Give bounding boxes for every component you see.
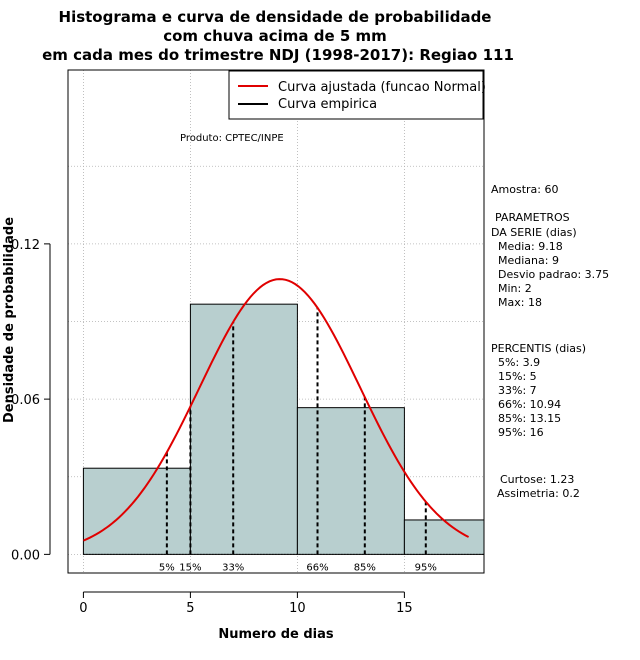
stat-percentil: 66%: 10.94 [498,398,561,411]
stat-param: Min: 2 [498,282,532,295]
chart-title-line-2: com chuva acima de 5 mm [163,27,387,45]
plot-border [67,69,485,574]
percentile-label: 85% [354,562,376,573]
stat-percentil: 33%: 7 [498,384,537,397]
source-note: Produto: CPTEC/INPE [180,133,284,144]
legend: Curva ajustada (funcao Normal) Curva emp… [228,70,486,120]
chart-title-line-1: Histograma e curva de densidade de proba… [59,8,492,26]
fitted-normal-curve [83,278,470,542]
x-tick-label: 0 [79,601,87,616]
histogram-bar [296,407,405,555]
stat-param: Mediana: 9 [498,254,559,267]
y-axis-label: Densidade de probabilidade [2,217,17,423]
histogram-bar [82,467,191,555]
y-tick-label: 0.12 [11,238,40,253]
stat-percentil: 15%: 5 [498,370,537,383]
stat-params-header-2: DA SERIE (dias) [491,226,577,239]
stat-percentil: 5%: 3.9 [498,356,540,369]
legend-fitted-label: Curva ajustada (funcao Normal) [278,80,486,95]
x-axis-label: Numero de dias [218,627,334,642]
chart-title-line-3: em cada mes do trimestre NDJ (1998-2017)… [42,46,514,64]
legend-box [228,70,484,120]
stat-param: Media: 9.18 [498,240,563,253]
axes: 0 5 10 15 0.00 0.06 0.12 [11,238,413,616]
percentile-label: 15% [179,562,201,573]
percentile-label: 33% [222,562,244,573]
percentile-label: 66% [306,562,328,573]
histogram-bars [82,303,485,555]
x-tick-label: 15 [396,601,413,616]
stat-param: Max: 18 [498,296,542,309]
x-tick-label: 5 [186,601,194,616]
percentile-label: 5% [159,562,175,573]
stat-percentil: 85%: 13.15 [498,412,561,425]
fitted-curve [83,278,470,542]
stat-params-header-1: PARAMETROS [495,211,570,224]
stat-sample: Amostra: 60 [491,183,558,196]
histogram-bar [189,303,298,555]
y-tick-label: 0.00 [11,548,40,563]
stat-percentis-header: PERCENTIS (dias) [491,342,586,355]
stat-param: Desvio padrao: 3.75 [498,268,609,281]
percentile-label: 95% [415,562,437,573]
legend-empirical-label: Curva empirica [278,97,377,112]
x-tick-label: 10 [289,601,306,616]
histogram-bar [403,519,485,555]
percentile-markers: 5% 15% 33% 66% 85% 95% [159,307,437,573]
stat-assimetria: Assimetria: 0.2 [497,487,580,500]
stat-curtose: Curtose: 1.23 [500,473,574,486]
y-tick-label: 0.06 [11,393,40,408]
stat-percentil: 95%: 16 [498,426,544,439]
stats-panel: Amostra: 60 PARAMETROS DA SERIE (dias) M… [491,183,609,500]
